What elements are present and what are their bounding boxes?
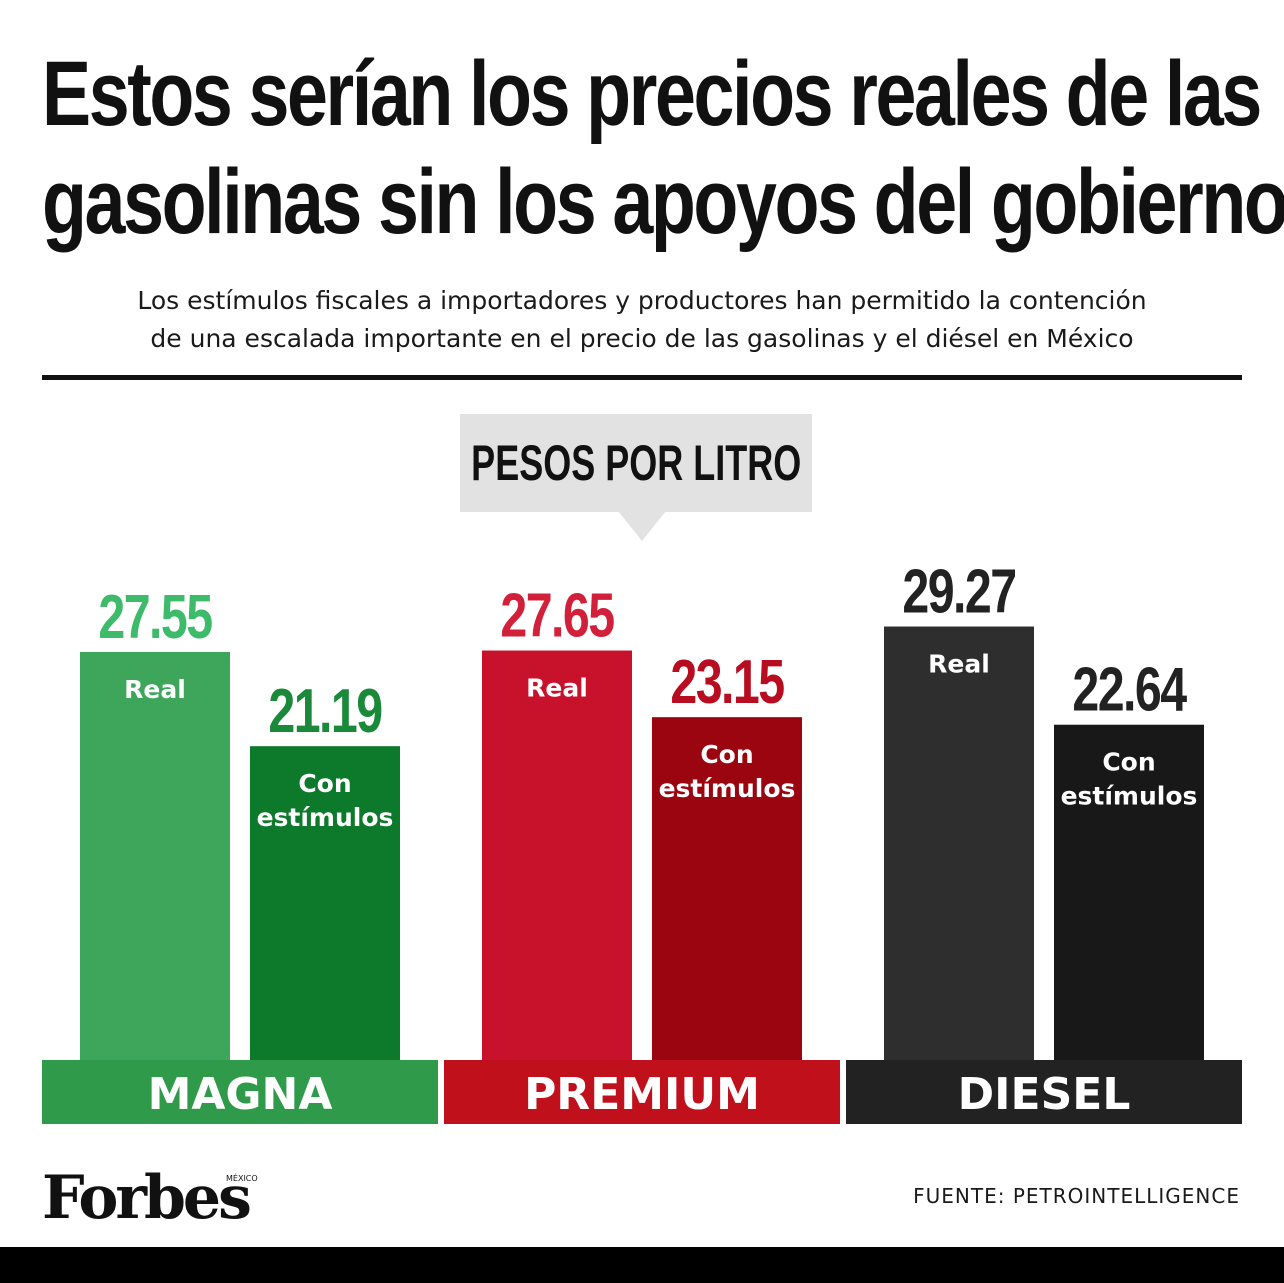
forbes-logo: Forbes MÉXICO	[42, 1160, 272, 1236]
source-note: FUENTE: PETROINTELLIGENCE	[913, 1184, 1240, 1208]
value-label-magna-real: 27.55	[98, 582, 212, 651]
value-label-diesel-real: 29.27	[902, 557, 1015, 626]
header-divider	[42, 375, 1242, 380]
bottom-bar	[0, 1247, 1284, 1283]
category-band-magna	[42, 1060, 438, 1124]
bar-label-magna-stimulus-1: estímulos	[257, 803, 394, 832]
callout-pointer	[618, 511, 666, 541]
bar-label-diesel-stimulus-1: estímulos	[1061, 782, 1198, 811]
category-label-diesel: DIESEL	[958, 1069, 1131, 1120]
value-label-diesel-stimulus: 22.64	[1072, 655, 1187, 724]
category-label-magna: MAGNA	[148, 1069, 333, 1120]
bar-premium-real	[482, 650, 632, 1060]
bar-label-magna-stimulus-0: Con	[298, 769, 351, 798]
unit-callout: PESOS POR LITRO	[460, 414, 812, 512]
bar-label-premium-stimulus-0: Con	[700, 740, 753, 769]
unit-label: PESOS POR LITRO	[470, 435, 802, 491]
value-label-premium-real: 27.65	[500, 581, 614, 650]
value-label-magna-stimulus: 21.19	[268, 676, 381, 745]
bar-magna-real	[80, 652, 230, 1060]
logo-edition: MÉXICO	[226, 1174, 258, 1183]
logo-wordmark: Forbes	[42, 1163, 252, 1233]
category-band-diesel	[846, 1060, 1242, 1124]
bar-premium-stimulus	[652, 717, 802, 1060]
bar-label-premium-stimulus-1: estímulos	[659, 774, 796, 803]
bar-chart: 27.55 Real 21.19 Con estímulos MAGNA 27.65 Real…	[42, 557, 1242, 1124]
subtitle-line-1: Los estímulos fiscales a importadores y …	[137, 286, 1147, 315]
bar-label-diesel-real-0: Real	[928, 650, 990, 679]
subtitle-line-2: de una escalada importante en el precio …	[150, 324, 1134, 353]
value-label-premium-stimulus: 23.15	[670, 647, 784, 716]
bar-diesel-real	[884, 626, 1034, 1060]
bar-diesel-stimulus	[1054, 724, 1204, 1060]
bar-magna-stimulus	[250, 746, 400, 1060]
bar-label-diesel-stimulus-0: Con	[1102, 748, 1155, 777]
bar-label-premium-real-0: Real	[526, 674, 588, 703]
bar-label-magna-real-0: Real	[124, 675, 186, 704]
chart-subtitle: Los estímulos fiscales a importadores y …	[42, 282, 1242, 358]
category-label-premium: PREMIUM	[524, 1069, 760, 1120]
category-band-premium	[444, 1060, 840, 1124]
